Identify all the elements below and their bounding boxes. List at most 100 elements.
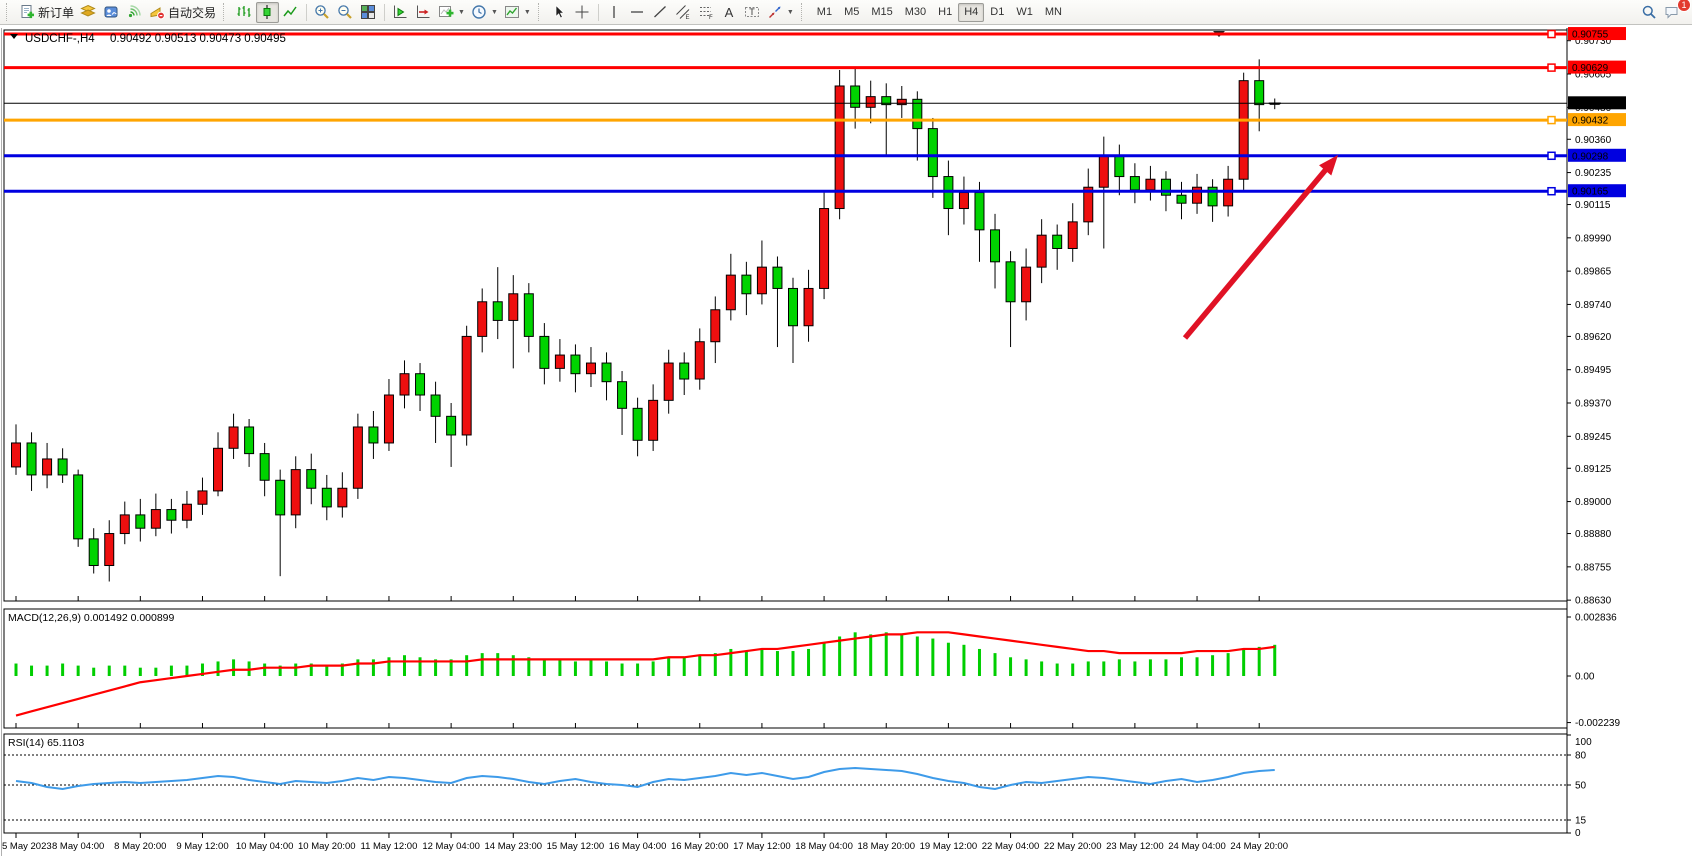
time-axis-labels: 5 May 2023 8 May 04:00 8 May 20:00 9 May 12… (2, 841, 1288, 852)
svg-text:24 May 20:00: 24 May 20:00 (1230, 841, 1288, 852)
trendline-button[interactable] (649, 2, 672, 23)
indicators-button[interactable]: ▼ (435, 2, 468, 23)
hline-handle[interactable] (1547, 151, 1556, 161)
autotrading-icon (150, 7, 165, 20)
zoom-in-button[interactable] (311, 2, 334, 23)
toolbar-grip (800, 3, 807, 21)
new-order-label: 新订单 (38, 5, 75, 20)
fibonacci-button[interactable]: F (695, 2, 718, 23)
cursor-button[interactable] (548, 2, 571, 23)
tile-windows-button[interactable] (357, 2, 380, 23)
tab-timeframe-w1[interactable]: W1 (1010, 3, 1039, 22)
rsi-panel[interactable] (3, 733, 1568, 834)
candle (42, 458, 53, 476)
trend-arrow-head[interactable] (1319, 155, 1338, 176)
chat-notification-badge[interactable]: 1 (1677, 0, 1691, 12)
candle (896, 98, 907, 106)
tab-timeframe-d1[interactable]: D1 (984, 3, 1010, 22)
candle (1005, 261, 1016, 303)
timeframe-label: M5 (844, 6, 860, 18)
candle (1160, 178, 1171, 196)
candle (1145, 178, 1156, 191)
tab-timeframe-m1[interactable]: M1 (811, 3, 838, 22)
candle (974, 192, 985, 231)
horizontal-line-button[interactable] (626, 2, 649, 23)
text-label-button[interactable]: T (741, 2, 764, 23)
search-icon (1642, 5, 1656, 19)
new-order-button[interactable]: 新订单 (16, 2, 77, 23)
candle (788, 287, 798, 327)
vertical-line-button[interactable] (603, 2, 626, 23)
main-panel[interactable] (3, 29, 1568, 602)
candle (244, 426, 255, 455)
svg-text:A: A (725, 5, 734, 20)
svg-text:0.90235: 0.90235 (1575, 168, 1612, 179)
candle (990, 229, 1001, 263)
price-label[interactable] (1568, 60, 1626, 74)
hline-handle[interactable] (1547, 186, 1556, 196)
tab-timeframe-mn[interactable]: MN (1039, 3, 1068, 22)
candle (1207, 186, 1218, 207)
macd-panel[interactable] (3, 608, 1568, 729)
hline-handle[interactable] (1547, 115, 1556, 125)
text-tool-button[interactable]: A (718, 2, 741, 23)
crosshair-button[interactable] (571, 2, 594, 23)
svg-text:0.89000: 0.89000 (1575, 497, 1612, 508)
hline-handle[interactable] (1547, 63, 1556, 72)
svg-text:E: E (685, 15, 689, 20)
price-label[interactable] (1568, 148, 1626, 162)
timeframe-label: M1 (816, 6, 833, 18)
candle (1238, 80, 1249, 180)
chart-shift-button[interactable] (412, 2, 435, 23)
timeframe-label: MN (1044, 6, 1062, 18)
candle (803, 287, 814, 327)
profile-button[interactable] (100, 2, 123, 23)
arrows-icon (768, 6, 781, 18)
tab-timeframe-m5[interactable]: M5 (838, 3, 865, 22)
search-button[interactable] (1638, 2, 1661, 23)
tab-timeframe-m30[interactable]: M30 (899, 3, 932, 22)
candle (88, 538, 99, 567)
chevron-down-icon: ▼ (458, 8, 465, 16)
candle (958, 192, 969, 210)
signals-button[interactable] (123, 2, 146, 23)
channel-button[interactable]: E (672, 2, 695, 23)
trend-arrow[interactable] (1182, 162, 1333, 340)
candle (197, 490, 208, 505)
line-chart-icon (283, 6, 297, 17)
chevron-down-icon: ▼ (490, 8, 498, 16)
candlestick-chart-button[interactable] (256, 1, 280, 23)
market-watch-button[interactable] (77, 2, 100, 23)
chat-button[interactable] (1661, 2, 1684, 23)
candle (477, 301, 488, 337)
toolbar-separator (306, 3, 308, 21)
svg-text:0.90360: 0.90360 (1575, 135, 1612, 146)
signals-icon (128, 5, 141, 18)
price-label[interactable] (1568, 96, 1626, 110)
bar-chart-button[interactable] (233, 2, 256, 23)
svg-text:0.89740: 0.89740 (1575, 300, 1612, 311)
line-chart-button[interactable] (279, 2, 302, 23)
auto-scroll-button[interactable] (389, 2, 412, 23)
toolbar: 新订单 自动交易 ▼ ▼ (0, 0, 1692, 25)
price-label[interactable] (1568, 184, 1626, 198)
tab-timeframe-h4[interactable]: H4 (958, 2, 985, 22)
tab-timeframe-h1[interactable]: H1 (932, 3, 958, 22)
price-label[interactable] (1568, 113, 1626, 127)
templates-button[interactable]: ▼ (501, 2, 534, 23)
candle (166, 509, 177, 521)
hline-handle[interactable] (1547, 29, 1556, 39)
arrows-tool-button[interactable]: ▼ (764, 2, 797, 23)
candle (26, 442, 37, 476)
price-label[interactable] (1568, 27, 1626, 41)
cursor-icon (555, 4, 565, 19)
candle (1129, 176, 1140, 191)
autotrading-button[interactable]: 自动交易 (146, 2, 219, 23)
svg-text:15 May 12:00: 15 May 12:00 (547, 841, 605, 852)
zoom-out-button[interactable] (334, 2, 357, 23)
candle (1083, 186, 1094, 223)
symbol-dropdown-icon[interactable] (10, 34, 18, 39)
periods-button[interactable]: ▼ (468, 2, 501, 23)
tab-timeframe-m15[interactable]: M15 (865, 3, 898, 22)
